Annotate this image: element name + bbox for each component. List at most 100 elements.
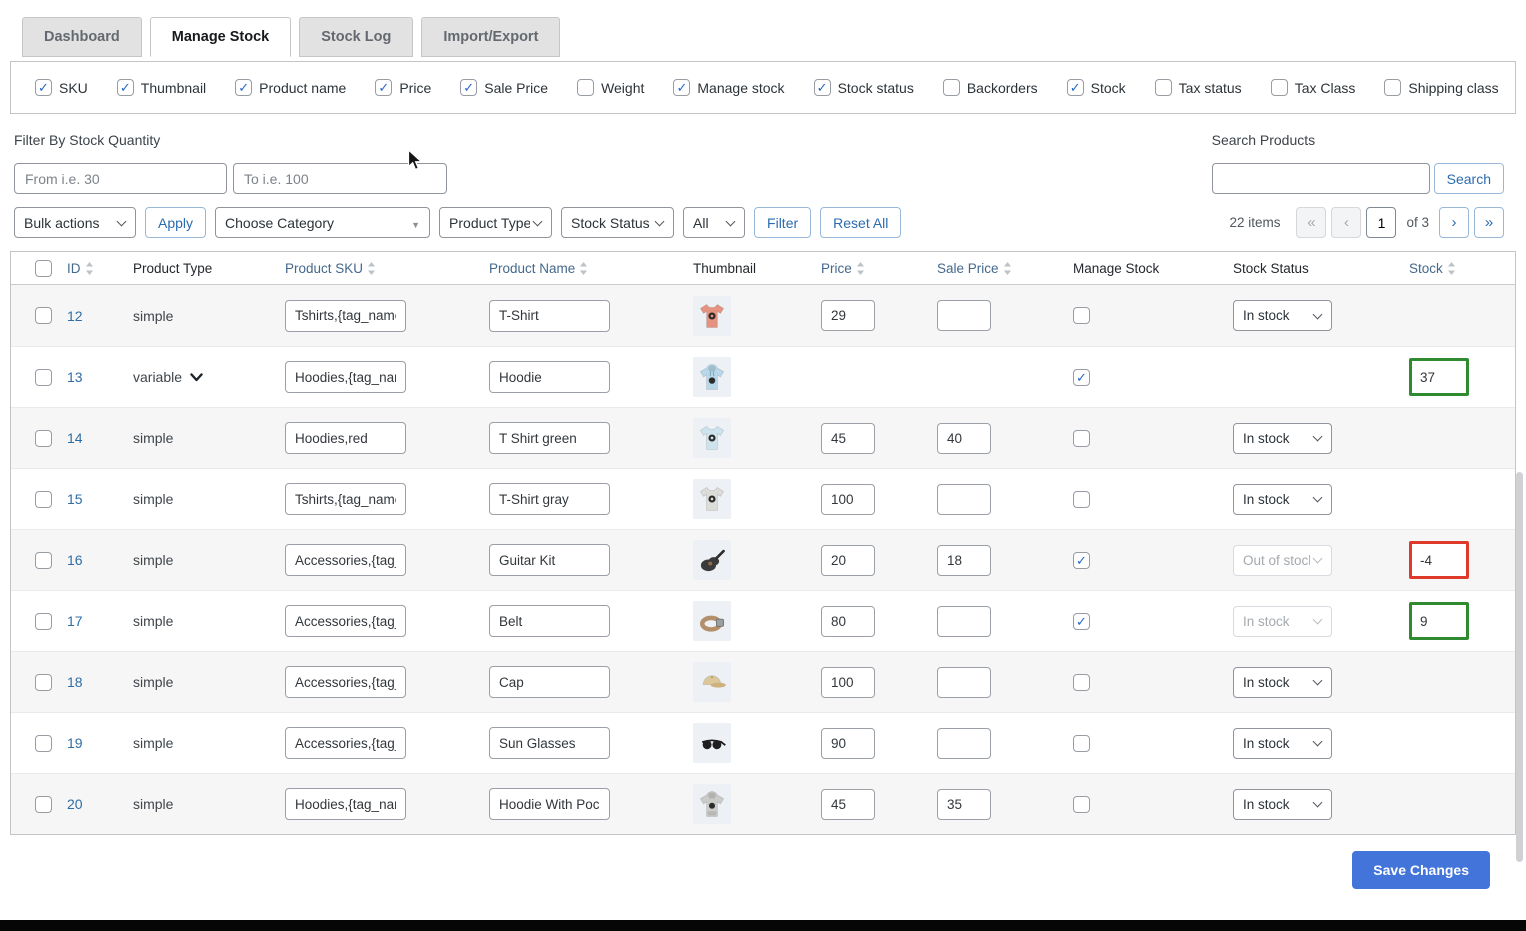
sku-input[interactable]	[285, 544, 406, 576]
price-input[interactable]	[821, 423, 875, 454]
sale-price-input[interactable]	[937, 423, 991, 454]
column-toggle-product-name[interactable]: Product name	[235, 79, 346, 96]
price-input[interactable]	[821, 545, 875, 576]
expand-variations-icon[interactable]	[190, 373, 203, 382]
choose-category-select[interactable]: Choose Category	[215, 207, 430, 238]
price-input[interactable]	[821, 789, 875, 820]
manage-stock-checkbox[interactable]	[1073, 307, 1090, 324]
sku-input[interactable]	[285, 300, 406, 332]
current-page-input[interactable]	[1366, 207, 1396, 238]
row-select-checkbox[interactable]	[35, 552, 52, 569]
tab-stock-log[interactable]: Stock Log	[299, 17, 413, 57]
row-select-checkbox[interactable]	[35, 307, 52, 324]
tab-dashboard[interactable]: Dashboard	[22, 17, 142, 57]
product-type-select[interactable]: Product Type	[439, 207, 552, 238]
header-id[interactable]: ID	[65, 261, 127, 276]
filter-button[interactable]: Filter	[754, 207, 811, 238]
stock-input[interactable]	[1409, 358, 1469, 396]
product-id-link[interactable]: 12	[67, 308, 83, 324]
search-input[interactable]	[1212, 163, 1430, 194]
sale-price-input[interactable]	[937, 667, 991, 698]
stock-input[interactable]	[1409, 541, 1469, 579]
stock-status-select[interactable]: In stock	[1233, 728, 1332, 759]
last-page-button[interactable]: »	[1474, 207, 1504, 238]
stock-status-select[interactable]: In stock	[1233, 667, 1332, 698]
sku-input[interactable]	[285, 727, 406, 759]
product-name-input[interactable]	[489, 727, 610, 759]
product-id-link[interactable]: 14	[67, 430, 83, 446]
column-toggle-price[interactable]: Price	[375, 79, 431, 96]
row-select-checkbox[interactable]	[35, 613, 52, 630]
sale-price-input[interactable]	[937, 606, 991, 637]
price-input[interactable]	[821, 300, 875, 331]
price-input[interactable]	[821, 606, 875, 637]
product-id-link[interactable]: 19	[67, 735, 83, 751]
stock-input[interactable]	[1409, 602, 1469, 640]
header-stock[interactable]: Stock	[1397, 261, 1515, 276]
column-toggle-sku[interactable]: SKU	[35, 79, 88, 96]
product-name-input[interactable]	[489, 544, 610, 576]
product-id-link[interactable]: 17	[67, 613, 83, 629]
sku-input[interactable]	[285, 605, 406, 637]
product-name-input[interactable]	[489, 666, 610, 698]
product-id-link[interactable]: 20	[67, 796, 83, 812]
column-toggle-manage-stock[interactable]: Manage stock	[673, 79, 784, 96]
column-toggle-tax-status[interactable]: Tax status	[1155, 79, 1242, 96]
header-sale-price[interactable]: Sale Price	[925, 261, 1061, 276]
stock-status-select[interactable]: In stock	[1233, 484, 1332, 515]
product-name-input[interactable]	[489, 361, 610, 393]
column-toggle-weight[interactable]: Weight	[577, 79, 644, 96]
product-id-link[interactable]: 13	[67, 369, 83, 385]
tab-import-export[interactable]: Import/Export	[421, 17, 560, 57]
sale-price-input[interactable]	[937, 728, 991, 759]
header-product-name[interactable]: Product Name	[477, 261, 681, 276]
column-toggle-stock-status[interactable]: Stock status	[814, 79, 914, 96]
header-price[interactable]: Price	[809, 261, 925, 276]
manage-stock-checkbox[interactable]	[1073, 491, 1090, 508]
manage-stock-checkbox[interactable]	[1073, 613, 1090, 630]
save-changes-button[interactable]: Save Changes	[1352, 851, 1490, 889]
price-input[interactable]	[821, 728, 875, 759]
reset-all-button[interactable]: Reset All	[820, 207, 901, 238]
sale-price-input[interactable]	[937, 300, 991, 331]
sale-price-input[interactable]	[937, 789, 991, 820]
price-input[interactable]	[821, 667, 875, 698]
sale-price-input[interactable]	[937, 545, 991, 576]
product-name-input[interactable]	[489, 300, 610, 332]
search-button[interactable]: Search	[1434, 163, 1504, 194]
scrollbar-thumb[interactable]	[1516, 472, 1523, 862]
product-name-input[interactable]	[489, 483, 610, 515]
product-id-link[interactable]: 18	[67, 674, 83, 690]
column-toggle-stock[interactable]: Stock	[1067, 79, 1126, 96]
sku-input[interactable]	[285, 666, 406, 698]
column-toggle-backorders[interactable]: Backorders	[943, 79, 1038, 96]
row-select-checkbox[interactable]	[35, 491, 52, 508]
price-input[interactable]	[821, 484, 875, 515]
row-select-checkbox[interactable]	[35, 735, 52, 752]
product-id-link[interactable]: 16	[67, 552, 83, 568]
apply-button[interactable]: Apply	[145, 207, 206, 238]
column-toggle-thumbnail[interactable]: Thumbnail	[117, 79, 206, 96]
manage-stock-checkbox[interactable]	[1073, 735, 1090, 752]
manage-stock-checkbox[interactable]	[1073, 369, 1090, 386]
sale-price-input[interactable]	[937, 484, 991, 515]
row-select-checkbox[interactable]	[35, 369, 52, 386]
row-select-checkbox[interactable]	[35, 674, 52, 691]
manage-stock-checkbox[interactable]	[1073, 796, 1090, 813]
select-all-checkbox[interactable]	[35, 260, 52, 277]
product-name-input[interactable]	[489, 788, 610, 820]
next-page-button[interactable]: ›	[1439, 207, 1469, 238]
product-name-input[interactable]	[489, 422, 610, 454]
manage-stock-checkbox[interactable]	[1073, 674, 1090, 691]
product-name-input[interactable]	[489, 605, 610, 637]
column-toggle-sale-price[interactable]: Sale Price	[460, 79, 548, 96]
stock-status-select[interactable]: In stock	[1233, 300, 1332, 331]
all-filter-select[interactable]: All	[683, 207, 745, 238]
stock-from-input[interactable]	[14, 163, 227, 194]
tab-manage-stock[interactable]: Manage Stock	[150, 17, 292, 57]
stock-status-select[interactable]: In stock	[1233, 789, 1332, 820]
stock-status-filter-select[interactable]: Stock Status	[561, 207, 674, 238]
row-select-checkbox[interactable]	[35, 796, 52, 813]
stock-to-input[interactable]	[233, 163, 447, 194]
product-id-link[interactable]: 15	[67, 491, 83, 507]
